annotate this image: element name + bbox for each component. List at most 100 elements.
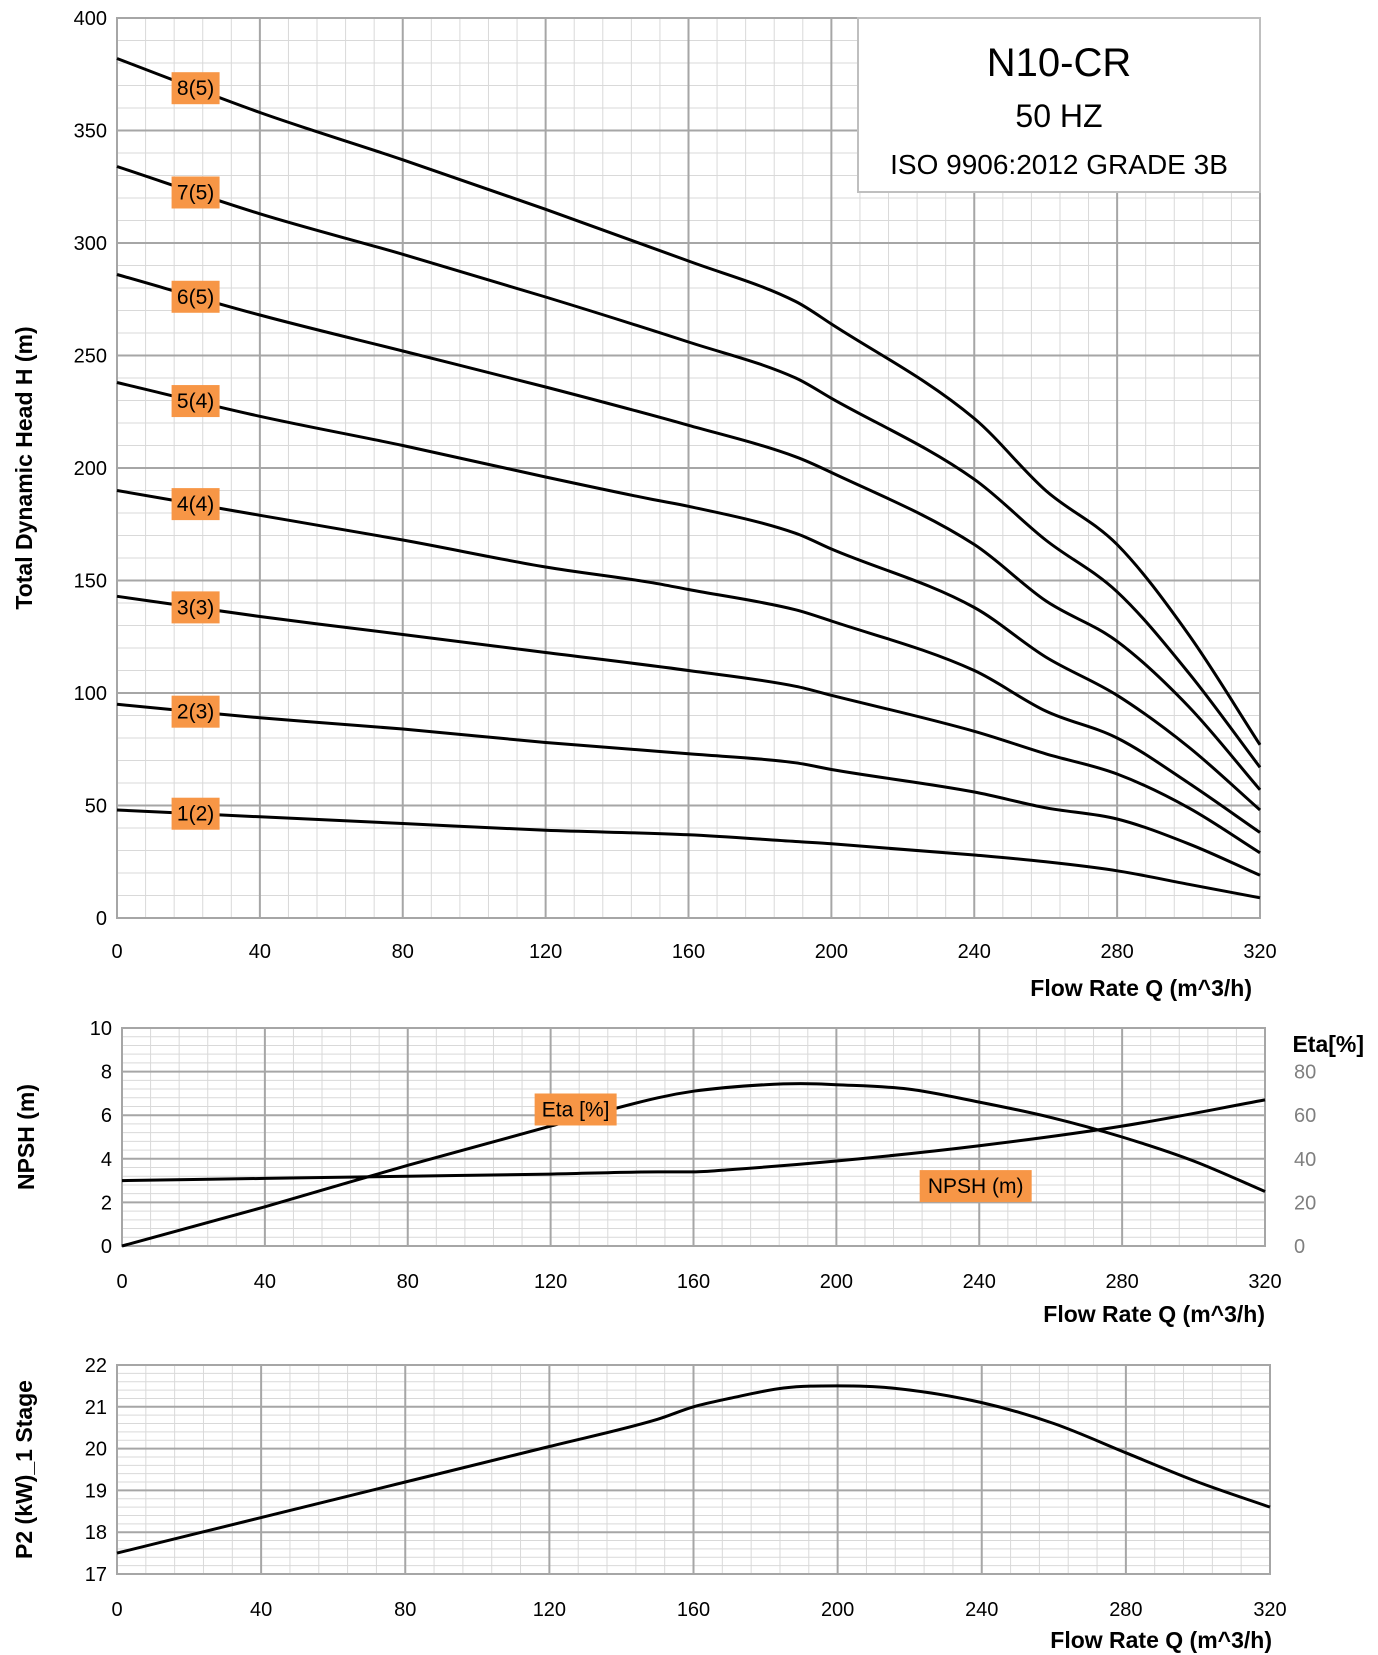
x-axis-title: Flow Rate Q (m^3/h)	[1050, 1627, 1272, 1653]
curve-label: 3(3)	[177, 596, 214, 619]
curve-label: 8(5)	[177, 77, 214, 100]
y-axis-title: Total Dynamic Head H (m)	[11, 326, 37, 609]
x-tick-label: 80	[392, 941, 414, 963]
y-tick-label: 100	[74, 683, 107, 705]
y-axis-title: NPSH (m)	[13, 1084, 39, 1190]
y2-tick-label: 20	[1294, 1192, 1316, 1214]
y2-tick-label: 80	[1294, 1062, 1316, 1084]
head-curve	[116, 808, 1261, 900]
x-tick-label: 240	[963, 1271, 996, 1293]
y-tick-label: 2	[101, 1192, 112, 1214]
info-standard: ISO 9906:2012 GRADE 3B	[890, 149, 1228, 180]
curve-label-box	[171, 695, 220, 728]
y-tick-label: 8	[101, 1062, 112, 1084]
y2-tick-label: 60	[1294, 1105, 1316, 1127]
curve-label-box	[171, 797, 220, 830]
x-tick-label: 120	[529, 941, 562, 963]
plot-border	[116, 17, 1261, 919]
y-tick-label: 200	[74, 458, 107, 480]
x-tick-label: 240	[965, 1599, 998, 1621]
y-tick-label: 20	[85, 1439, 107, 1461]
y-tick-label: 0	[101, 1236, 112, 1258]
head-curve	[116, 489, 1261, 834]
y-axis-title: P2 (kW)_1 Stage	[11, 1380, 37, 1559]
y2-tick-label: 40	[1294, 1149, 1316, 1171]
x-tick-label: 0	[116, 1271, 127, 1293]
power-curve	[116, 1384, 1271, 1555]
x-tick-label: 0	[111, 941, 122, 963]
head-curve	[116, 381, 1261, 812]
y-tick-label: 6	[101, 1105, 112, 1127]
x-tick-label: 240	[958, 941, 991, 963]
curve-label: 2(3)	[177, 701, 214, 724]
head-curve	[116, 165, 1262, 769]
info-model: N10-CR	[987, 41, 1131, 85]
x-tick-label: 0	[111, 1599, 122, 1621]
npsh-eta-curve	[121, 1082, 1266, 1248]
y-tick-label: 18	[85, 1522, 107, 1544]
curve-label: 5(4)	[177, 390, 214, 413]
x-tick-label: 280	[1100, 941, 1133, 963]
npsh-eta-curve	[121, 1098, 1266, 1183]
info-frequency: 50 HZ	[1015, 98, 1102, 134]
y-tick-label: 4	[101, 1149, 112, 1171]
plot-border	[121, 1027, 1266, 1247]
curve-label-box	[171, 488, 220, 521]
x-tick-label: 40	[254, 1271, 276, 1293]
x-tick-label: 200	[815, 941, 848, 963]
curve-label: 1(2)	[177, 803, 214, 826]
y-tick-label: 300	[74, 233, 107, 255]
y-tick-label: 22	[85, 1355, 107, 1377]
curve-label: 6(5)	[177, 286, 214, 309]
x-tick-label: 120	[534, 1271, 567, 1293]
y-tick-label: 350	[74, 121, 107, 143]
x-axis-title: Flow Rate Q (m^3/h)	[1043, 1301, 1265, 1327]
x-tick-label: 160	[677, 1599, 710, 1621]
head-curve	[116, 273, 1262, 791]
x-tick-label: 280	[1105, 1271, 1138, 1293]
curve-label: 4(4)	[177, 493, 214, 516]
curve-label: 7(5)	[177, 181, 214, 204]
x-tick-label: 40	[250, 1599, 272, 1621]
curve-label-box	[171, 72, 220, 105]
y-tick-label: 400	[74, 8, 107, 30]
x-tick-label: 80	[394, 1599, 416, 1621]
curve-label-box	[171, 280, 220, 313]
y-tick-label: 21	[85, 1397, 107, 1419]
head-curve	[116, 57, 1262, 746]
y-tick-label: 17	[85, 1564, 107, 1586]
info-box-frame	[857, 17, 1261, 193]
y-tick-label: 19	[85, 1480, 107, 1502]
curve-label: NPSH (m)	[928, 1175, 1024, 1198]
curve-label-box	[171, 176, 220, 209]
y2-tick-label: 0	[1294, 1236, 1305, 1258]
x-tick-label: 160	[672, 941, 705, 963]
curve-label-box	[171, 591, 220, 624]
x-tick-label: 320	[1253, 1599, 1286, 1621]
y-tick-label: 250	[74, 346, 107, 368]
info-box: N10-CR 50 HZ ISO 9906:2012 GRADE 3B	[857, 17, 1261, 193]
curve-label-box	[534, 1093, 617, 1126]
head-chart: 0 40 80 120 160 200 240 280 320 0 50 100 150 200 250 30…	[11, 8, 1277, 1001]
x-tick-label: 200	[821, 1599, 854, 1621]
x-tick-label: 320	[1243, 941, 1276, 963]
power-chart: 0 40 80 120 160 200 240 280 320 17 18 19 20 21 22 Flow …	[11, 1355, 1287, 1653]
curve-label-box	[919, 1170, 1032, 1203]
curve-label-box	[171, 385, 220, 418]
y-tick-label: 10	[90, 1018, 112, 1040]
curve-label: Eta [%]	[542, 1098, 610, 1121]
head-curve	[116, 594, 1261, 855]
x-tick-label: 120	[533, 1599, 566, 1621]
y-tick-label: 50	[85, 796, 107, 818]
x-tick-label: 280	[1109, 1599, 1142, 1621]
head-curve	[116, 702, 1261, 877]
x-tick-label: 80	[397, 1271, 419, 1293]
plot-border	[116, 1364, 1271, 1575]
y-tick-label: 150	[74, 571, 107, 593]
x-tick-label: 320	[1248, 1271, 1281, 1293]
x-tick-label: 200	[820, 1271, 853, 1293]
x-axis-title: Flow Rate Q (m^3/h)	[1030, 975, 1252, 1001]
x-tick-label: 40	[249, 941, 271, 963]
